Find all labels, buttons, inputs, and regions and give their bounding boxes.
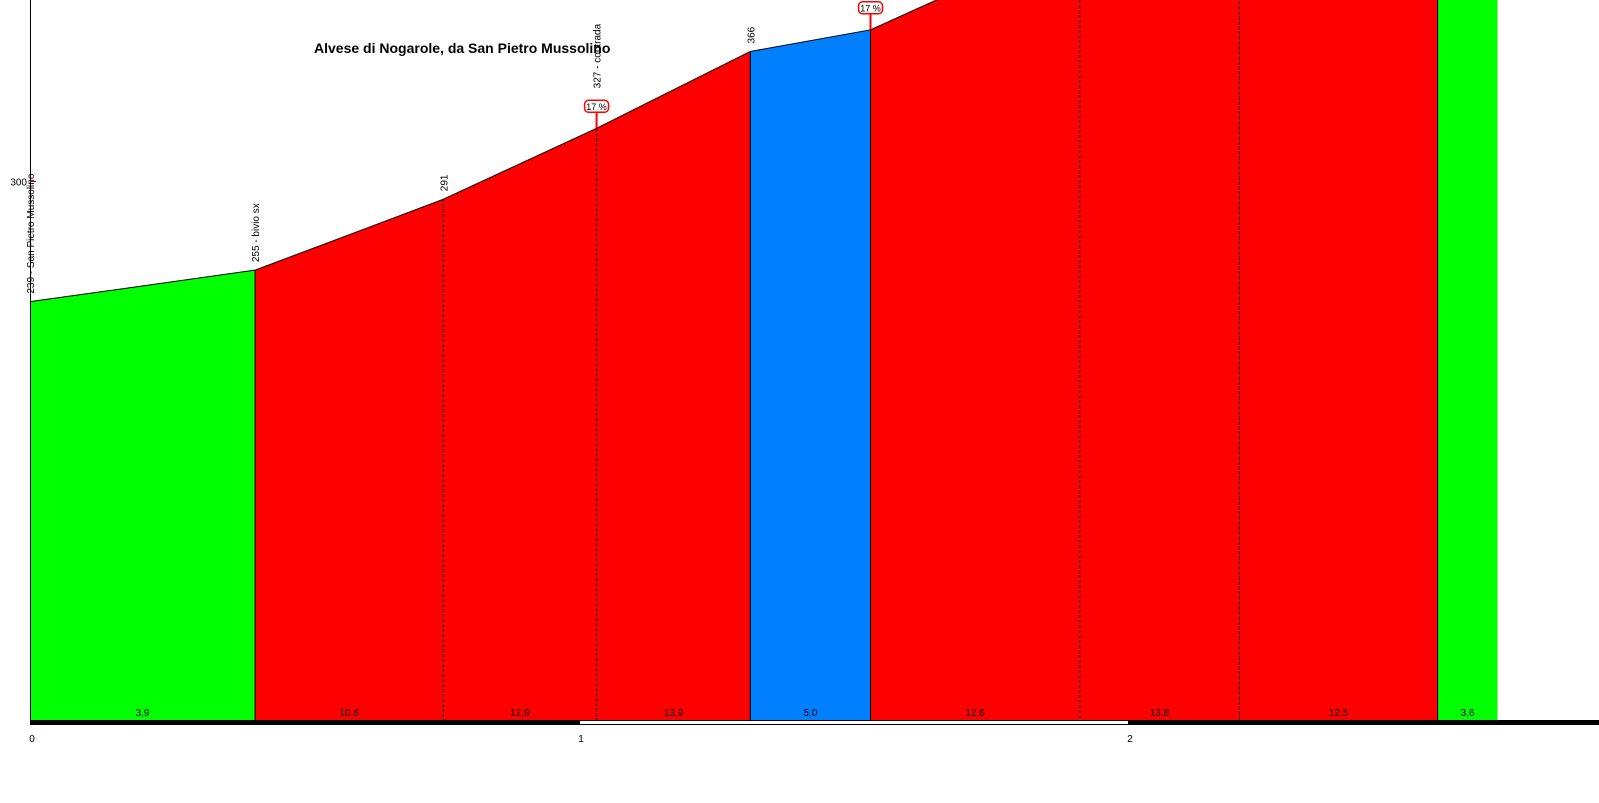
profile-segment <box>870 0 1080 720</box>
point-elevation-label: 366 <box>746 26 757 43</box>
segment-gradient-label: 12,6 <box>965 708 985 719</box>
badge-label: 17 % <box>860 3 881 13</box>
badge-label: 17 % <box>586 102 607 112</box>
point-elevation-label: 291 <box>439 174 450 191</box>
profile-segment <box>596 51 751 721</box>
segment-gradient-label: 13,8 <box>1150 708 1170 719</box>
segment-gradient-label: 12,9 <box>510 708 530 719</box>
profile-areas: 3,9 10,6 12,9 13,9 5,0 12,6 13,8 12,5 3,6 <box>29 0 1498 721</box>
badge-box <box>857 1 884 15</box>
segment-gradient-label: 5,0 <box>803 708 817 719</box>
segment-gradient-label: 13,9 <box>664 708 684 719</box>
segment-gradient-label: 3,6 <box>1461 708 1475 719</box>
x-tick-label: 1 <box>578 734 584 745</box>
chart-title: Alvese di Nogarole, da San Pietro Mussol… <box>314 40 610 56</box>
profile-segment <box>30 270 256 720</box>
segment-gradient-label: 10,6 <box>340 708 360 719</box>
profile-outline <box>870 0 938 31</box>
profile-segment <box>255 199 444 721</box>
x-tick-label: 2 <box>1127 734 1133 745</box>
x-axis-bar-segment <box>580 721 1128 724</box>
segment-dividers <box>254 0 1439 720</box>
point-elevation-label: 255 - bivio sx <box>251 203 262 262</box>
axes: 012300400500 <box>10 0 1599 745</box>
y-tick-label: 300 <box>10 178 27 189</box>
profile-segment <box>1239 0 1438 720</box>
profile-outline <box>750 29 871 52</box>
profile-segment <box>443 128 597 720</box>
badge-box <box>583 99 610 114</box>
profile-segment <box>750 29 871 721</box>
profile-outline <box>254 198 444 271</box>
profile-outline <box>596 51 751 129</box>
segment-gradient-label: 12,5 <box>1329 708 1349 719</box>
profile-outline <box>29 269 256 303</box>
segment-gradient-label: 3,9 <box>136 708 150 719</box>
point-elevation-label: 327 - contrada <box>593 23 604 88</box>
x-tick-label: 0 <box>29 734 35 745</box>
profile-segment <box>1437 0 1498 720</box>
point-elevation-label: 239 - San Pietro Mussolino <box>26 173 37 294</box>
max-gradient-badges: 17 %17 %19 %18 % <box>583 1 884 129</box>
point-labels: 239 - San Pietro Mussolino 255 - bivio sx… <box>26 23 757 294</box>
profile-segment <box>1079 0 1240 720</box>
profile-outline <box>443 127 597 200</box>
